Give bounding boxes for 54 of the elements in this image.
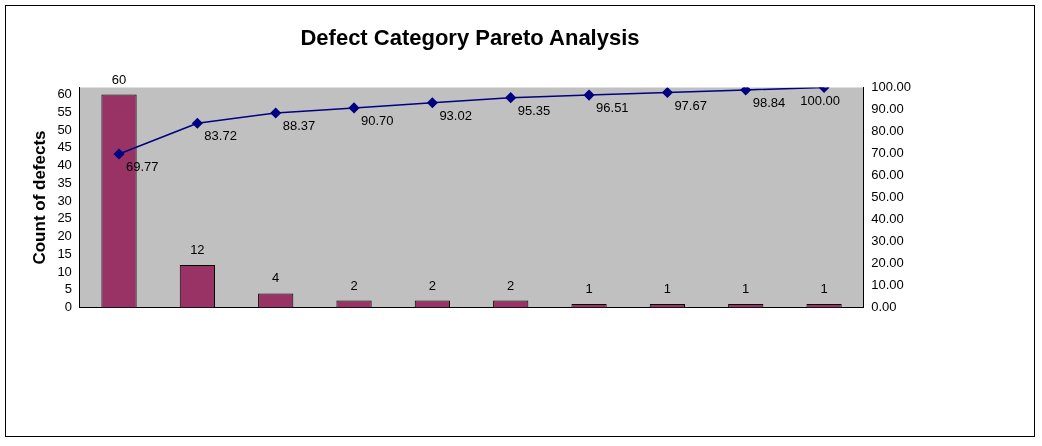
- data-label: 1: [742, 281, 750, 297]
- y2-tick-label: 40.00: [871, 211, 904, 227]
- point: [427, 97, 438, 109]
- y-tick-label: 15: [57, 245, 72, 261]
- y-tick-label: 35: [57, 174, 72, 190]
- y-tick-label: 30: [57, 192, 72, 208]
- data-label: 97.67: [674, 97, 707, 113]
- y2-tick-label: 60.00: [871, 167, 904, 183]
- point: [270, 107, 281, 119]
- point: [113, 148, 125, 160]
- y2-tick-label: 30.00: [871, 233, 904, 249]
- y2-tick-label: 90.00: [871, 101, 904, 116]
- data-label: 1: [820, 281, 828, 297]
- data-label: 88.37: [282, 118, 316, 134]
- data-label: 60: [111, 71, 127, 87]
- y-tick-label: 50: [57, 121, 72, 137]
- y-tick-label: 20: [57, 228, 72, 244]
- chart-title: Defect Category Pareto Analysis: [300, 25, 640, 51]
- data-label: 96.51: [596, 100, 629, 116]
- y-tick-label: 10: [57, 263, 72, 279]
- data-label: 12: [190, 242, 205, 258]
- data-label: 2: [350, 277, 358, 293]
- y-tick-label: 0: [64, 299, 72, 315]
- point: [740, 87, 751, 96]
- y-tick-label: 55: [57, 103, 72, 119]
- data-label: 83.72: [204, 128, 237, 144]
- y-tick-label: 40: [57, 157, 72, 173]
- y2-tick-label: 100.00: [871, 78, 911, 94]
- point: [662, 87, 673, 98]
- data-label: 95.35: [517, 102, 551, 118]
- point: [583, 89, 595, 101]
- data-label: 93.02: [439, 107, 472, 123]
- data-label: 90.70: [361, 112, 394, 128]
- data-label: 1: [585, 281, 593, 297]
- y2-tick-label: 20.00: [871, 255, 904, 271]
- point: [348, 102, 360, 114]
- data-label: 1: [663, 281, 672, 297]
- data-label: 100.00: [800, 93, 840, 109]
- y2-tick-label: 10.00: [871, 277, 904, 293]
- y2-tick-label: 50.00: [871, 189, 904, 205]
- y-axis-title: Count of defects: [29, 130, 49, 265]
- y2-tick-label: 80.00: [871, 123, 904, 139]
- data-label: 4: [272, 270, 280, 286]
- y-tick-label: 25: [57, 210, 72, 226]
- y2-tick-label: 70.00: [871, 145, 904, 161]
- y-tick-label: 60: [57, 86, 72, 102]
- point: [505, 92, 516, 103]
- y-tick-label: 45: [57, 139, 72, 155]
- data-label: 2: [428, 277, 436, 293]
- y-tick-label: 5: [64, 281, 72, 297]
- data-label: 2: [507, 277, 515, 293]
- point: [192, 118, 203, 129]
- data-label: 98.84: [752, 95, 786, 111]
- y2-tick-label: 0.00: [871, 299, 897, 315]
